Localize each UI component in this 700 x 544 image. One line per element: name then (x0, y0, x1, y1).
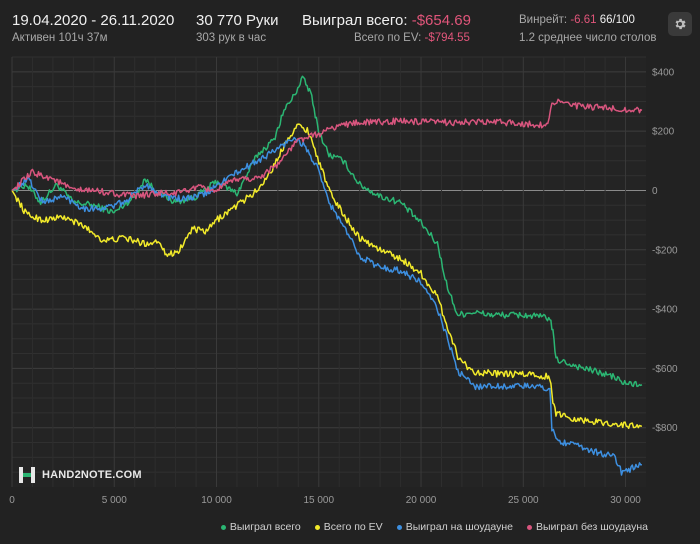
winrate-rest: 66/100 (599, 14, 635, 26)
hand2note-logo-icon (19, 467, 35, 483)
legend-item-ev[interactable]: Всего по EV (314, 519, 383, 535)
legend-dot (314, 524, 320, 530)
x-tick-label: 0 (9, 495, 15, 506)
x-tick-label: 15 000 (303, 495, 334, 506)
y-tick-label: -$800 (652, 423, 678, 434)
winrate: Винрейт: -6.61 66/100 (519, 14, 635, 26)
won-total-label: Выиграл всего: (302, 12, 408, 29)
settings-gear-glyph (675, 18, 686, 30)
ev-total: Всего по EV: -$794.55 (354, 32, 470, 44)
x-tick-label: 5 000 (102, 495, 127, 506)
y-tick-label: 0 (652, 186, 658, 197)
legend-dot (396, 524, 402, 530)
legend-item-won-total[interactable]: Выиграл всего (220, 519, 301, 535)
series-line-1[interactable] (11, 123, 643, 430)
winrate-value: -6.61 (570, 14, 597, 26)
hands-count: 30 770 Руки (196, 12, 279, 29)
series-line-2[interactable] (11, 136, 642, 476)
x-tick-label: 25 000 (508, 495, 539, 506)
x-tick-label: 30 000 (610, 495, 641, 506)
y-tick-label: $400 (652, 67, 675, 78)
legend-item-showdown[interactable]: Выиграл на шоудауне (396, 519, 513, 535)
legend-dot (527, 524, 532, 530)
ev-total-label: Всего по EV: (354, 32, 422, 44)
y-tick-label: -$400 (652, 305, 678, 316)
hands-per-hour: 303 рук в час (196, 32, 267, 44)
y-tick-label: -$200 (652, 245, 678, 256)
series-line-0[interactable] (11, 75, 643, 388)
gear-icon[interactable] (668, 12, 692, 36)
y-tick-label: $200 (652, 127, 675, 138)
hand2note-logo: HAND2NOTE.COM (18, 466, 142, 484)
chart-legend: Выиграл всего Всего по EV Выиграл на шоу… (0, 519, 700, 535)
series-line-3[interactable] (11, 98, 643, 200)
date-range[interactable]: 19.04.2020 - 26.11.2020 (12, 12, 175, 29)
won-total: Выиграл всего: -$654.69 (302, 12, 471, 29)
legend-dot (220, 524, 226, 530)
legend-label: Выиграл на шоудауне (405, 521, 513, 533)
legend-label: Всего по EV (323, 521, 383, 533)
legend-label: Выиграл без шоудауна (536, 521, 648, 533)
x-tick-label: 20 000 (406, 495, 437, 506)
avg-tables: 1.2 среднее число столов (519, 32, 657, 44)
x-tick-label: 10 000 (201, 495, 232, 506)
ev-total-value: -$794.55 (424, 32, 470, 44)
won-total-value: -$654.69 (411, 12, 471, 29)
winrate-label: Винрейт: (519, 14, 568, 26)
hand2note-logo-text: HAND2NOTE.COM (42, 469, 142, 481)
active-time: Активен 101ч 37м (12, 32, 108, 44)
legend-item-non-showdown[interactable]: Выиграл без шоудауна (527, 519, 648, 535)
legend-label: Выиграл всего (229, 521, 301, 533)
y-tick-label: -$600 (652, 364, 678, 375)
